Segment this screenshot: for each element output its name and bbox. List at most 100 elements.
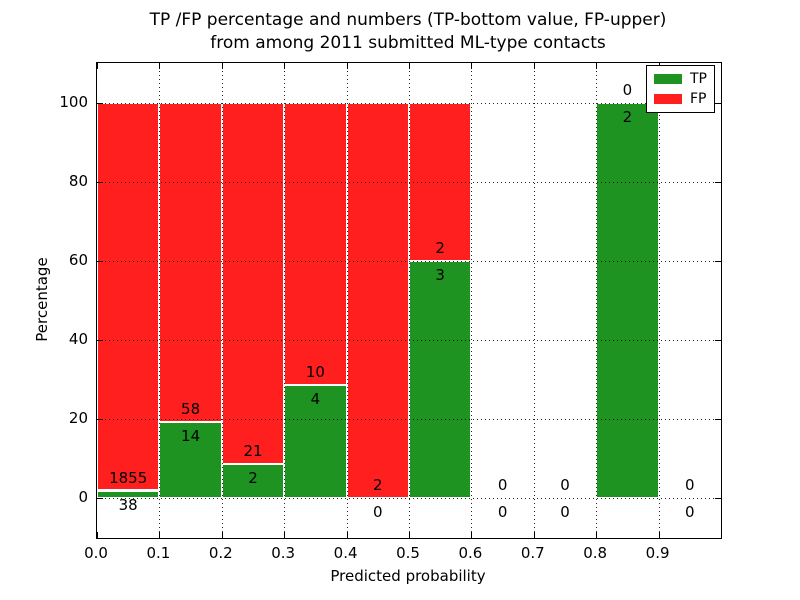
y-tick-label: 80 <box>68 171 88 190</box>
legend-label-fp: FP <box>690 90 707 107</box>
legend-label-tp: TP <box>690 71 707 88</box>
x-axis-label: Predicted probability <box>330 567 486 585</box>
x-tick-top <box>471 63 473 69</box>
x-tick <box>97 532 98 538</box>
x-tick-top <box>97 63 98 69</box>
x-tick-top <box>159 63 161 69</box>
fp-count-label: 0 <box>497 476 508 495</box>
y-tick-label: 20 <box>68 409 88 428</box>
x-tick-label: 0.9 <box>645 544 670 562</box>
x-tick-label: 0.0 <box>84 544 108 562</box>
fp-color-swatch <box>654 93 682 104</box>
y-tick <box>97 181 103 183</box>
fp-count-label: 1855 <box>109 468 148 487</box>
x-tick-top <box>284 63 286 69</box>
plot-area: 1855 38 58 14 21 2 10 4 2 0 2 3 0 0 0 0 0 2 0 0 <box>96 62 722 539</box>
x-tick-label: 0.2 <box>208 544 233 562</box>
fp-count-label: 21 <box>243 441 263 460</box>
tp-count-label: 3 <box>435 265 445 284</box>
bar-tp <box>97 490 160 499</box>
x-tick <box>221 532 223 538</box>
gridline-x <box>596 63 598 538</box>
y-tick-label: 0 <box>78 488 88 507</box>
y-tick <box>97 419 103 421</box>
fp-count-label: 0 <box>622 80 633 99</box>
y-tick <box>97 340 103 342</box>
y-tick-label: 100 <box>59 92 88 111</box>
y-tick <box>97 498 103 500</box>
bar-tp <box>596 102 659 499</box>
y-tick <box>97 102 103 104</box>
x-tick-label: 0.1 <box>146 544 171 562</box>
x-tick <box>284 532 286 538</box>
bar-fp <box>284 102 347 386</box>
bar-fp <box>97 102 160 491</box>
bar-fp <box>221 102 285 464</box>
bar-tp <box>409 260 472 499</box>
gridline-x <box>159 63 161 538</box>
x-tick-top <box>409 63 410 69</box>
x-tick-label: 0.5 <box>396 544 420 562</box>
chart-title: TP /FP percentage and numbers (TP-bottom… <box>149 10 667 30</box>
gridline-x <box>284 63 286 538</box>
gridline-x <box>533 63 535 538</box>
tp-count-label: 0 <box>373 503 383 522</box>
x-tick <box>533 532 535 538</box>
tp-count-label: 14 <box>181 426 201 445</box>
y-tick-right <box>715 419 721 421</box>
x-tick-label: 0.7 <box>520 544 545 562</box>
y-tick-right <box>715 498 721 500</box>
tp-count-label: 0 <box>685 503 695 522</box>
tp-count-label: 2 <box>622 107 633 126</box>
fp-count-label: 2 <box>373 476 383 495</box>
x-tick-top <box>221 63 223 69</box>
x-tick <box>346 532 348 538</box>
x-tick-top <box>596 63 598 69</box>
tp-count-label: 38 <box>118 495 138 514</box>
legend-entry-tp: TP <box>647 71 714 87</box>
fp-count-label: 10 <box>305 363 325 382</box>
bar-tp <box>159 421 222 499</box>
x-tick-label: 0.8 <box>583 544 608 562</box>
gridline-x <box>346 63 348 538</box>
y-tick-label: 40 <box>68 330 88 349</box>
x-tick-label: 0.4 <box>333 544 358 562</box>
y-tick-right <box>715 260 721 262</box>
tp-count-label: 0 <box>560 503 570 522</box>
bar-fp <box>159 102 222 422</box>
x-tick-top <box>533 63 535 69</box>
bar-fp <box>346 102 409 499</box>
fp-count-label: 2 <box>435 238 445 257</box>
legend-entry-fp: FP <box>647 91 714 107</box>
x-tick-label: 0.6 <box>458 544 483 562</box>
y-axis-label: Percentage <box>33 257 51 342</box>
y-tick-right <box>715 102 721 104</box>
fp-count-label: 0 <box>685 476 695 495</box>
y-tick-right <box>715 340 721 342</box>
gridline-x <box>658 63 660 538</box>
x-tick <box>596 532 598 538</box>
fp-count-label: 58 <box>181 399 201 418</box>
tp-color-swatch <box>654 74 682 85</box>
x-tick <box>658 532 660 538</box>
tp-count-label: 4 <box>310 390 321 409</box>
y-tick <box>97 260 103 262</box>
gridline-x <box>471 63 473 538</box>
tp-count-label: 0 <box>497 503 508 522</box>
tp-count-label: 2 <box>248 468 258 487</box>
gridline-x <box>221 63 223 538</box>
x-tick-label: 0.3 <box>271 544 296 562</box>
x-tick <box>471 532 473 538</box>
x-tick <box>409 532 410 538</box>
x-tick <box>159 532 161 538</box>
bar-fp <box>409 102 472 261</box>
fp-count-label: 0 <box>560 476 570 495</box>
chart-subtitle: from among 2011 submitted ML-type contac… <box>210 33 606 53</box>
gridline-x <box>409 63 410 538</box>
x-tick-top <box>346 63 348 69</box>
y-tick-label: 60 <box>68 250 88 269</box>
legend: TP FP <box>646 65 715 113</box>
bar-tp <box>284 385 347 499</box>
y-tick-right <box>715 181 721 183</box>
